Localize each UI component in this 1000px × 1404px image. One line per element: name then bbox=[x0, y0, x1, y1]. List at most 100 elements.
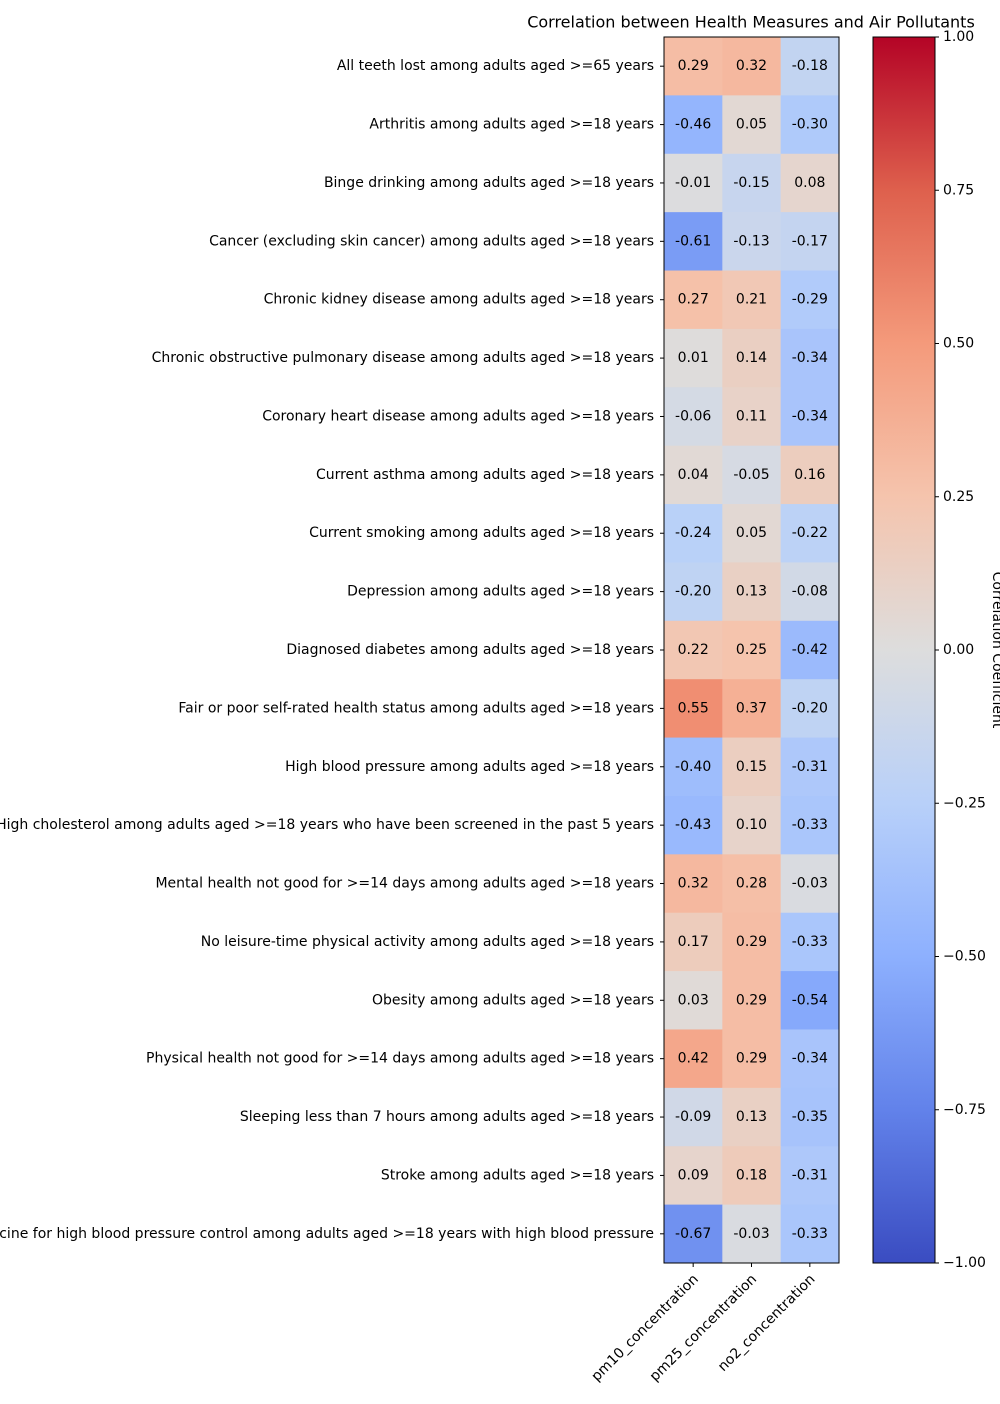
heatmap-cell bbox=[664, 971, 723, 1030]
heatmap-cell bbox=[664, 562, 723, 622]
heatmap-cell bbox=[780, 270, 840, 330]
colorbar-tick-label: 0.25 bbox=[943, 489, 974, 505]
heatmap-cell bbox=[664, 795, 723, 855]
cell-label: -0.06 bbox=[675, 408, 711, 424]
cell-label: 0.21 bbox=[736, 292, 767, 308]
row-label: Physical health not good for >=14 days a… bbox=[146, 1051, 654, 1067]
row-label: Arthritis among adults aged >=18 years bbox=[369, 117, 654, 133]
heatmap-cell bbox=[780, 37, 840, 96]
cell-label: 0.18 bbox=[736, 1167, 767, 1183]
heatmap-cell bbox=[722, 1204, 782, 1264]
cell-label: -0.15 bbox=[733, 175, 769, 191]
heatmap-cell bbox=[780, 1146, 840, 1206]
colorbar-tick-label: −0.50 bbox=[943, 949, 986, 965]
heatmap-cell bbox=[722, 37, 782, 96]
cell-label: 0.04 bbox=[678, 467, 709, 483]
cell-label: -0.34 bbox=[792, 350, 828, 366]
row-label: Binge drinking among adults aged >=18 ye… bbox=[324, 175, 654, 191]
heatmap-cell bbox=[780, 562, 840, 622]
cell-label: -0.33 bbox=[792, 817, 828, 833]
heatmap-cell bbox=[780, 679, 840, 739]
column-label: no2_concentration bbox=[715, 1271, 818, 1374]
heatmap-cell bbox=[722, 854, 782, 914]
heatmap-cell bbox=[722, 795, 782, 855]
heatmap-cell bbox=[780, 737, 840, 797]
row-label: Stroke among adults aged >=18 years bbox=[381, 1167, 654, 1183]
heatmap-cell bbox=[664, 1087, 723, 1147]
cell-label: 0.29 bbox=[736, 992, 767, 1008]
heatmap-cell bbox=[664, 504, 723, 563]
cell-label: -0.24 bbox=[675, 525, 711, 541]
colorbar-label: Correlation Coefficient bbox=[989, 572, 1000, 729]
heatmap-cell bbox=[664, 1146, 723, 1206]
cell-label: 0.05 bbox=[736, 525, 767, 541]
heatmap-cell bbox=[664, 854, 723, 914]
heatmap-cell bbox=[722, 1146, 782, 1206]
cell-label: -0.09 bbox=[675, 1109, 711, 1125]
row-label: No leisure-time physical activity among … bbox=[201, 934, 654, 950]
cell-label: -0.40 bbox=[675, 759, 711, 775]
heatmap-cell bbox=[722, 1029, 782, 1089]
cell-label: 0.32 bbox=[736, 58, 767, 74]
heatmap-cell bbox=[780, 95, 840, 155]
heatmap-cell bbox=[722, 212, 782, 272]
colorbar bbox=[872, 36, 936, 1264]
cell-label: -0.42 bbox=[792, 642, 828, 658]
cell-label: -0.30 bbox=[792, 117, 828, 133]
cell-label: -0.35 bbox=[792, 1109, 828, 1125]
row-label: Current smoking among adults aged >=18 y… bbox=[309, 525, 654, 541]
cell-label: 0.08 bbox=[794, 175, 825, 191]
chart-title: Correlation between Health Measures and … bbox=[527, 13, 975, 32]
cell-label: 0.09 bbox=[678, 1167, 709, 1183]
cell-label: -0.31 bbox=[792, 1167, 828, 1183]
cell-label: -0.01 bbox=[675, 175, 711, 191]
cell-label: 0.03 bbox=[678, 992, 709, 1008]
cell-label: 0.28 bbox=[736, 876, 767, 892]
heatmap-cell bbox=[664, 737, 723, 797]
cell-label: -0.20 bbox=[792, 700, 828, 716]
heatmap-cell bbox=[722, 328, 782, 388]
row-label: Taking medicine for high blood pressure … bbox=[0, 1226, 654, 1242]
heatmap-cell bbox=[664, 445, 723, 505]
heatmap-cell bbox=[780, 387, 840, 447]
cell-label: 0.10 bbox=[736, 817, 767, 833]
colorbar-tick-label: −1.00 bbox=[943, 1255, 986, 1271]
cell-label: -0.22 bbox=[792, 525, 828, 541]
heatmap-cell bbox=[722, 971, 782, 1030]
cell-label: -0.18 bbox=[792, 58, 828, 74]
heatmap-cell bbox=[722, 153, 782, 213]
colorbar-tick-label: −0.75 bbox=[943, 1102, 986, 1118]
cell-label: 0.29 bbox=[678, 58, 709, 74]
cell-label: 0.37 bbox=[736, 700, 767, 716]
row-label: High blood pressure among adults aged >=… bbox=[285, 759, 654, 775]
cell-label: 0.01 bbox=[678, 350, 709, 366]
cell-label: -0.54 bbox=[792, 992, 828, 1008]
heatmap-cell bbox=[664, 620, 723, 680]
cell-label: 0.11 bbox=[736, 408, 767, 424]
cell-label: 0.25 bbox=[736, 642, 767, 658]
cell-label: -0.20 bbox=[675, 584, 711, 600]
row-label: Cancer (excluding skin cancer) among adu… bbox=[209, 233, 654, 249]
row-label: Depression among adults aged >=18 years bbox=[347, 584, 654, 600]
row-label: High cholesterol among adults aged >=18 … bbox=[0, 817, 654, 833]
cell-label: 0.42 bbox=[678, 1051, 709, 1067]
heatmap-cell bbox=[722, 387, 782, 447]
row-label: Mental health not good for >=14 days amo… bbox=[155, 876, 654, 892]
colorbar-tick-label: −0.25 bbox=[943, 795, 986, 811]
row-label: Obesity among adults aged >=18 years bbox=[372, 992, 654, 1008]
heatmap-cell bbox=[780, 212, 840, 272]
cell-label: 0.29 bbox=[736, 1051, 767, 1067]
row-label: Coronary heart disease among adults aged… bbox=[262, 408, 654, 424]
cell-label: -0.05 bbox=[733, 467, 769, 483]
row-label: Chronic kidney disease among adults aged… bbox=[264, 292, 654, 308]
heatmap-cell bbox=[722, 1087, 782, 1147]
heatmap-cell bbox=[664, 95, 723, 155]
cell-label: -0.03 bbox=[792, 876, 828, 892]
cell-label: -0.03 bbox=[733, 1226, 769, 1242]
cell-label: 0.55 bbox=[678, 700, 709, 716]
heatmap-cell bbox=[780, 504, 840, 563]
heatmap-cell bbox=[664, 270, 723, 330]
colorbar-tick-label: 0.75 bbox=[943, 182, 974, 198]
